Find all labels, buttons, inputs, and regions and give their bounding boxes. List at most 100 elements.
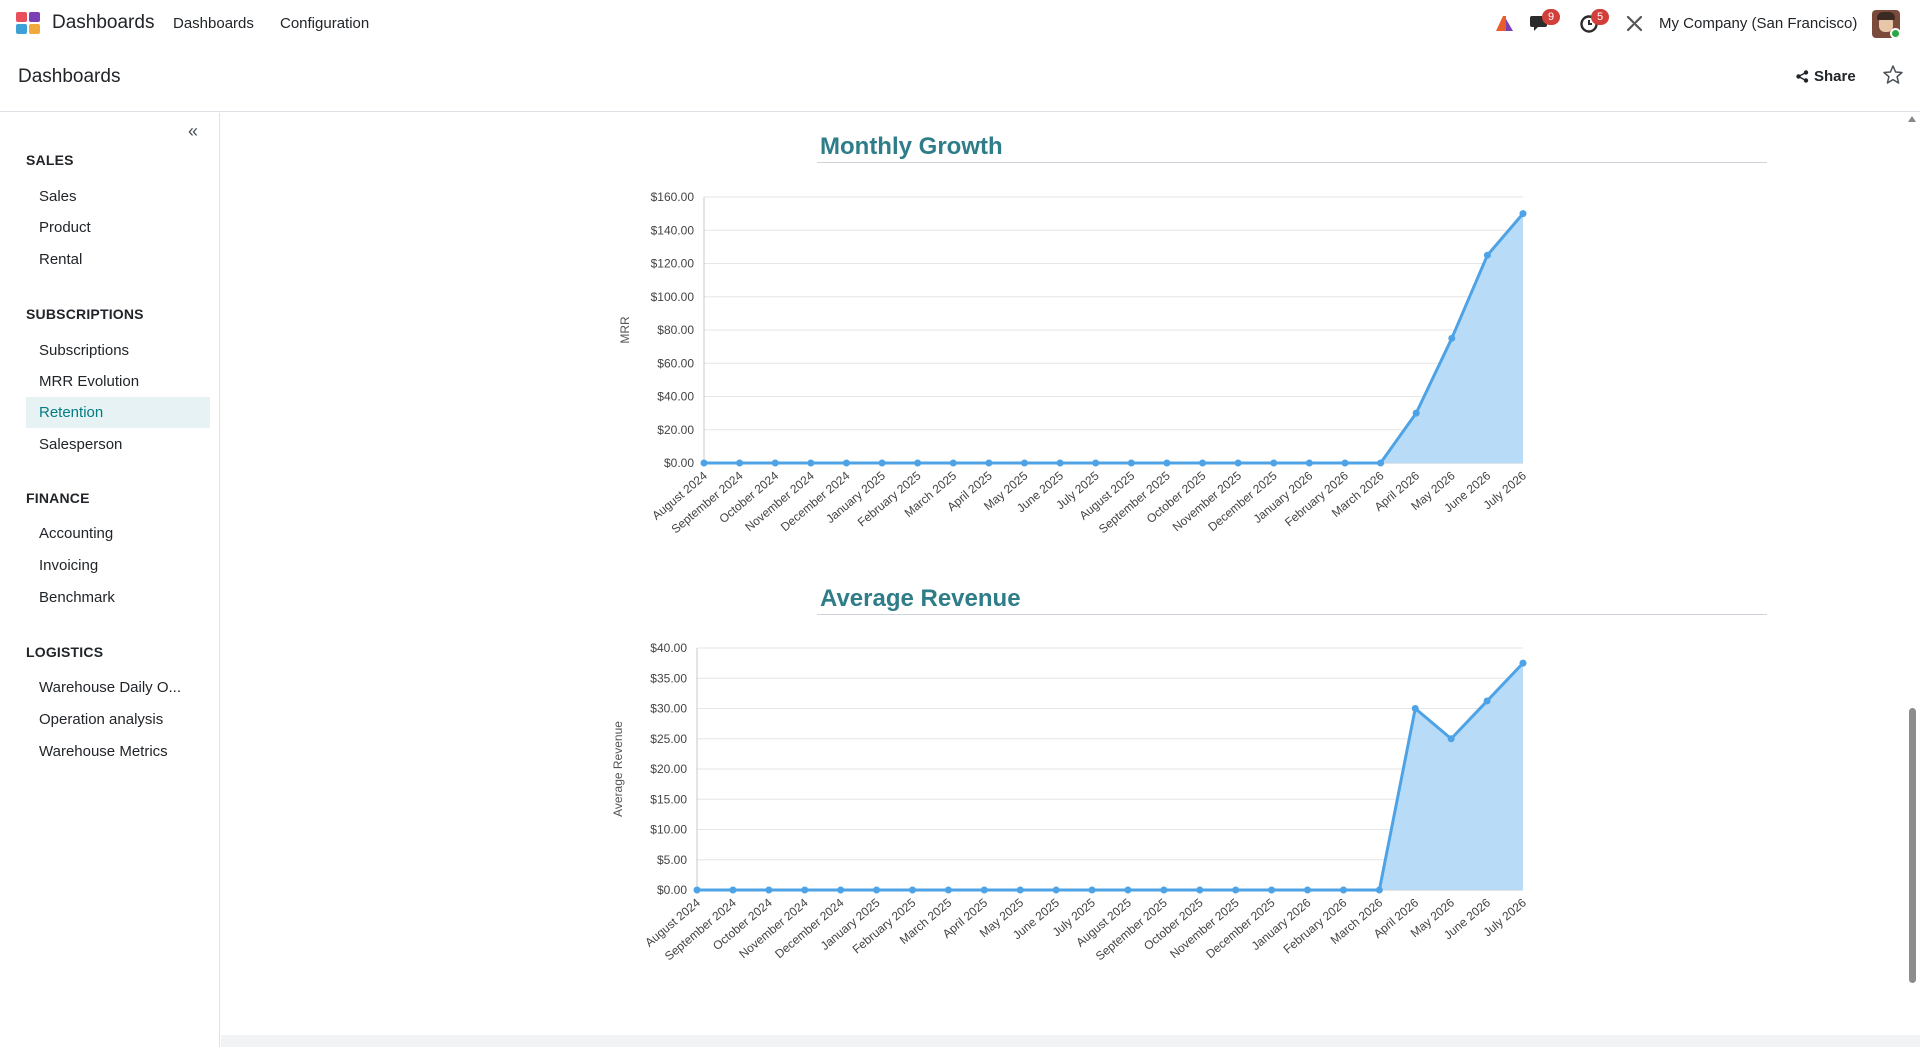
data-point[interactable] xyxy=(1199,459,1207,467)
data-point[interactable] xyxy=(1127,459,1135,467)
share-icon xyxy=(1796,70,1809,83)
data-point[interactable] xyxy=(949,459,957,467)
sidebar-item-rental[interactable]: Rental xyxy=(39,251,83,268)
sidebar-item-subscriptions[interactable]: Subscriptions xyxy=(39,342,130,359)
data-point[interactable] xyxy=(1339,886,1347,894)
data-point[interactable] xyxy=(1519,659,1527,667)
messages-badge: 9 xyxy=(1542,9,1560,25)
favorite-star-icon[interactable] xyxy=(1882,64,1904,86)
data-point[interactable] xyxy=(1052,886,1060,894)
data-point[interactable] xyxy=(1124,886,1132,894)
sidebar-item-benchmark[interactable]: Benchmark xyxy=(39,589,115,606)
data-point[interactable] xyxy=(914,459,922,467)
scrollbar-thumb[interactable] xyxy=(1909,708,1916,983)
collapse-sidebar-icon[interactable]: « xyxy=(188,121,199,141)
app-name[interactable]: Dashboards xyxy=(52,12,155,33)
data-point[interactable] xyxy=(1377,459,1385,467)
data-point[interactable] xyxy=(878,459,886,467)
y-tick-label: $160.00 xyxy=(651,190,695,204)
data-point[interactable] xyxy=(1020,459,1028,467)
sidebar-item-product[interactable]: Product xyxy=(39,219,91,236)
data-point[interactable] xyxy=(1160,886,1168,894)
user-avatar[interactable] xyxy=(1872,10,1900,38)
y-tick-label: $120.00 xyxy=(651,257,695,271)
data-point[interactable] xyxy=(1305,459,1313,467)
data-point[interactable] xyxy=(1448,334,1456,342)
y-tick-label: $15.00 xyxy=(650,792,687,806)
data-point[interactable] xyxy=(801,886,809,894)
data-point[interactable] xyxy=(765,886,773,894)
data-point[interactable] xyxy=(837,886,845,894)
data-point[interactable] xyxy=(944,886,952,894)
data-point[interactable] xyxy=(771,459,779,467)
share-label: Share xyxy=(1814,68,1856,85)
data-point[interactable] xyxy=(1196,886,1204,894)
data-point[interactable] xyxy=(1232,886,1240,894)
data-point[interactable] xyxy=(1412,409,1420,417)
messages-icon[interactable]: 9 xyxy=(1530,9,1560,33)
data-point[interactable] xyxy=(1092,459,1100,467)
data-point[interactable] xyxy=(1483,251,1491,259)
data-point[interactable] xyxy=(1016,886,1024,894)
sidebar-item-operation-analysis[interactable]: Operation analysis xyxy=(39,711,164,728)
data-point[interactable] xyxy=(1341,459,1349,467)
ai-assistant-icon[interactable] xyxy=(1494,13,1516,33)
sidebar-item-salesperson[interactable]: Salesperson xyxy=(39,436,123,453)
y-tick-label: $35.00 xyxy=(650,671,687,685)
y-tick-label: $40.00 xyxy=(650,641,687,655)
sidebar-item-invoicing[interactable]: Invoicing xyxy=(39,557,99,574)
data-point[interactable] xyxy=(1234,459,1242,467)
data-point[interactable] xyxy=(700,459,708,467)
data-point[interactable] xyxy=(1088,886,1096,894)
sidebar-item-mrr-evolution[interactable]: MRR Evolution xyxy=(39,373,140,390)
sidebar-item-retention[interactable]: Retention xyxy=(26,397,210,428)
activities-clock-icon[interactable]: 5 xyxy=(1579,9,1609,33)
y-tick-label: $10.00 xyxy=(650,823,687,837)
y-tick-label: $100.00 xyxy=(651,290,695,304)
data-point[interactable] xyxy=(1163,459,1171,467)
data-point[interactable] xyxy=(873,886,881,894)
scroll-up-icon[interactable] xyxy=(1908,116,1916,122)
data-point[interactable] xyxy=(1519,210,1527,218)
chart-title-divider xyxy=(817,162,1767,163)
data-point[interactable] xyxy=(1447,735,1455,743)
menu-dashboards[interactable]: Dashboards xyxy=(173,15,254,32)
data-point[interactable] xyxy=(1483,697,1491,705)
data-point[interactable] xyxy=(1375,886,1383,894)
y-tick-label: $20.00 xyxy=(657,423,694,437)
data-point[interactable] xyxy=(736,459,744,467)
y-axis-label: Average Revenue xyxy=(611,721,625,817)
chart-title-divider xyxy=(817,614,1767,615)
chart-title-average-revenue: Average Revenue xyxy=(820,585,1021,612)
sidebar-item-accounting[interactable]: Accounting xyxy=(39,525,114,542)
data-point[interactable] xyxy=(1270,459,1278,467)
data-point[interactable] xyxy=(1056,459,1064,467)
data-point[interactable] xyxy=(985,459,993,467)
sidebar-item-sales[interactable]: Sales xyxy=(39,188,77,205)
data-point[interactable] xyxy=(1304,886,1312,894)
sidebar-item-warehouse-metrics[interactable]: Warehouse Metrics xyxy=(39,743,168,760)
debug-tools-icon[interactable] xyxy=(1624,13,1646,33)
data-point[interactable] xyxy=(807,459,815,467)
section-title-logistics: LOGISTICS xyxy=(26,644,104,660)
data-point[interactable] xyxy=(842,459,850,467)
data-point[interactable] xyxy=(980,886,988,894)
sidebar-item-warehouse-daily[interactable]: Warehouse Daily O... xyxy=(39,679,181,696)
series-line xyxy=(704,212,1525,465)
control-panel: Dashboards Share xyxy=(0,46,1920,112)
apps-menu-icon[interactable] xyxy=(16,12,42,36)
data-point[interactable] xyxy=(693,886,701,894)
data-point[interactable] xyxy=(729,886,737,894)
data-point[interactable] xyxy=(908,886,916,894)
y-tick-label: $140.00 xyxy=(651,223,695,237)
data-point[interactable] xyxy=(1268,886,1276,894)
dashboard-content: Monthly Growth $0.00 $20.00 $40.00 $60.00 $8… xyxy=(221,113,1901,1033)
monthly-growth-chart: $0.00 $20.00 $40.00 $60.00 $80.00 $100.00 $120… xyxy=(618,190,1529,536)
share-button[interactable]: Share xyxy=(1796,68,1856,85)
company-switcher[interactable]: My Company (San Francisco) xyxy=(1659,15,1858,32)
data-point[interactable] xyxy=(1411,705,1419,712)
menu-configuration[interactable]: Configuration xyxy=(280,15,370,32)
online-status-icon xyxy=(1890,28,1900,38)
average-revenue-chart: $0.00 $5.00 $10.00 $15.00 $20.00 $25.00 $30.00… xyxy=(611,641,1529,963)
series-area xyxy=(697,663,1523,890)
